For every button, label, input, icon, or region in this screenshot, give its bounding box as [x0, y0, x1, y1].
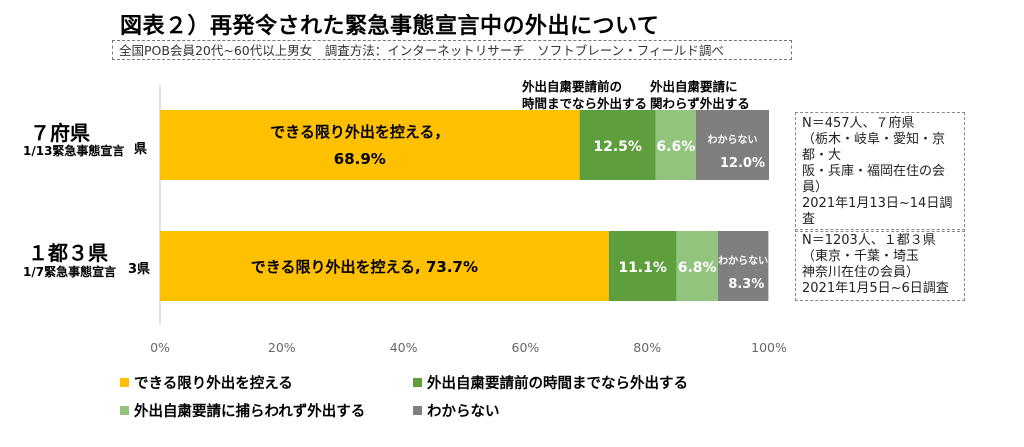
legend-label: 外出自粛要請前の時間までなら外出する: [427, 376, 688, 392]
annotation-regardless-of-request: 外出自粛要請に 関わらず外出する: [650, 78, 750, 112]
bar-segment: [160, 231, 609, 301]
data-label: 8.3%: [728, 277, 764, 292]
data-label: わからない: [718, 255, 768, 267]
note-box-7-prefectures: N＝457人、７府県 （栃木・岐阜・愛知・京都・大 阪・兵庫・福岡在住の会員） …: [795, 112, 965, 232]
row-title-7-prefectures: ７府県: [30, 121, 90, 145]
bar-segment: [655, 110, 696, 180]
note-line: 神奈川在住の会員）: [802, 265, 920, 280]
data-label: 12.0%: [720, 156, 765, 171]
data-label: 12.5%: [593, 139, 642, 155]
bar-segment: [695, 110, 769, 180]
data-label: 6.6%: [656, 139, 695, 155]
legend-label: できる限り外出を控える: [134, 376, 293, 392]
annotation-line: 関わらず外出する: [650, 96, 750, 111]
legend-item-unknown: わからない: [413, 400, 500, 421]
note-line: （東京・千葉・埼玉: [802, 249, 920, 264]
legend-label: 外出自粛要請に捕らわれず外出する: [134, 404, 366, 420]
x-tick-label: 20%: [268, 340, 296, 355]
data-label: 11.1%: [618, 260, 667, 276]
x-tick-label: 80%: [633, 340, 661, 355]
x-tick-label: 0%: [150, 340, 170, 355]
data-label: できる限り外出を控える，: [270, 123, 449, 141]
chart-title: 図表２）再発令された緊急事態宣言中の外出について: [120, 14, 660, 39]
annotation-line: 外出自粛要請に: [650, 79, 738, 94]
bar-segment: [579, 110, 656, 180]
legend-item-before-time: 外出自粛要請前の時間までなら外出する: [413, 372, 688, 393]
note-line: （栃木・岐阜・愛知・京都・大: [802, 132, 946, 163]
note-line: 2021年1月5日~6日調査: [802, 281, 949, 296]
annotation-line: 時間までなら外出する: [522, 96, 648, 111]
data-label: できる限り外出を控える, 73.7%: [251, 258, 478, 276]
note-line: N＝457人、７府県: [802, 116, 915, 131]
legend-item-refrain: できる限り外出を控える: [120, 372, 293, 393]
note-line: 2021年1月13日~14日調査: [802, 196, 953, 227]
note-line: N＝1203人、１都３県: [802, 233, 936, 248]
legend-swatch: [120, 406, 129, 415]
annotation-line: 外出自粛要請前の: [522, 79, 623, 94]
data-label: 6.8%: [678, 260, 717, 276]
category-label-7-prefectures: 県: [134, 142, 148, 157]
x-tick-label: 40%: [390, 340, 418, 355]
data-label: 68.9%: [334, 150, 386, 168]
chart-subtitle: 全国POB会員20代~60代以上男女 調査方法：インターネットリサーチ ソフトブ…: [112, 40, 792, 60]
bar-segment: [160, 110, 580, 180]
legend-swatch: [120, 378, 129, 387]
row-subtitle-tokyo-3-prefectures: 1/7緊急事態宣言: [23, 265, 117, 279]
bar-segment: [676, 231, 718, 301]
annotation-before-request-time: 外出自粛要請前の 時間までなら外出する: [522, 78, 647, 112]
bar-segment: [717, 231, 769, 301]
row-subtitle-7-prefectures: 1/13緊急事態宣言: [23, 144, 125, 158]
legend-item-regardless: 外出自粛要請に捕らわれず外出する: [120, 400, 365, 421]
row-title-tokyo-3-prefectures: １都３県: [28, 241, 108, 265]
data-label: わからない: [707, 134, 757, 146]
bar-segment: [608, 231, 677, 301]
category-label-tokyo-3-prefectures: 3県: [128, 262, 151, 277]
x-tick-label: 60%: [512, 340, 540, 355]
legend-label: わからない: [427, 404, 500, 420]
legend-swatch: [413, 406, 422, 415]
note-line: 阪・兵庫・福岡在住の会員）: [802, 164, 946, 195]
legend-swatch: [413, 378, 422, 387]
note-box-tokyo-3-prefectures: N＝1203人、１都３県 （東京・千葉・埼玉 神奈川在住の会員） 2021年1月…: [795, 229, 965, 301]
x-tick-label: 100%: [751, 340, 787, 355]
